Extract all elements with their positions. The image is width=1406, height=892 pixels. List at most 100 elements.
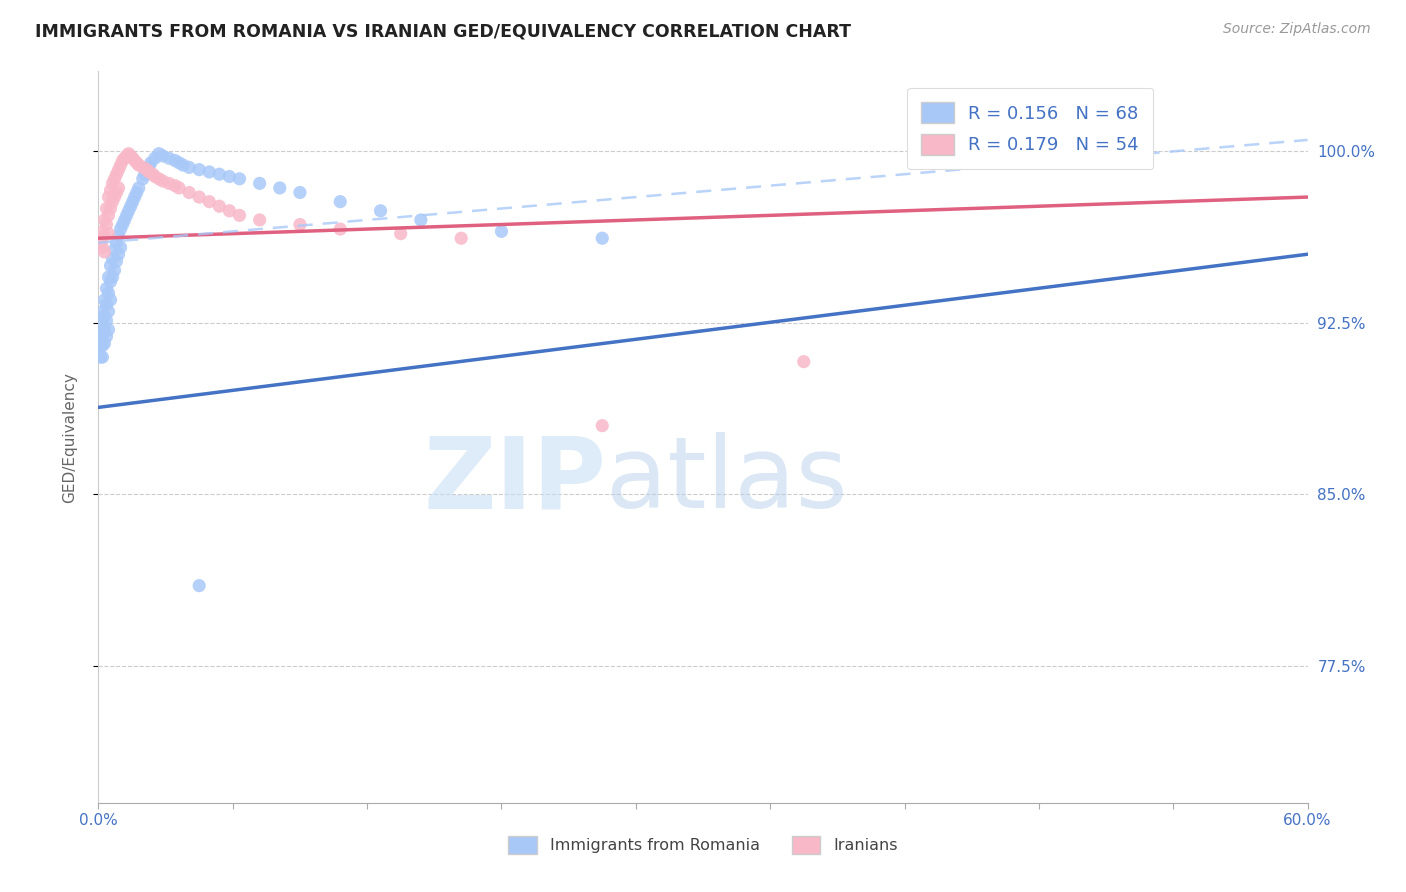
Point (389, 227, 412, 241)
Point (107, 247, 129, 261)
Point (208, 199, 231, 213)
Point (101, 177, 124, 191)
Point (491, 224, 513, 238)
Point (101, 252, 124, 266)
Point (134, 167, 156, 181)
Text: IMMIGRANTS FROM ROMANIA VS IRANIAN GED/EQUIVALENCY CORRELATION CHART: IMMIGRANTS FROM ROMANIA VS IRANIAN GED/E… (35, 22, 851, 40)
Point (107, 162, 129, 177)
Point (167, 155, 190, 169)
Point (288, 186, 311, 200)
Point (157, 151, 180, 165)
Point (329, 222, 352, 236)
Point (249, 177, 271, 191)
Point (120, 199, 142, 213)
Point (93, 228, 115, 243)
Point (208, 167, 231, 181)
Point (101, 270, 124, 285)
Point (143, 151, 166, 165)
Point (105, 186, 128, 200)
Point (100, 275, 122, 289)
Point (118, 146, 141, 161)
Point (139, 155, 162, 169)
Point (288, 218, 311, 232)
Point (218, 203, 240, 218)
Point (329, 194, 352, 209)
Point (97, 190, 120, 204)
Point (100, 183, 122, 197)
Point (188, 190, 211, 204)
Point (105, 235, 128, 250)
Point (188, 162, 211, 177)
Point (228, 208, 250, 222)
Point (135, 162, 157, 177)
Point (110, 158, 132, 172)
Point (91, 327, 114, 342)
Point (91, 338, 114, 352)
Point (97, 208, 120, 222)
Point (103, 190, 125, 204)
Point (89, 350, 111, 364)
Legend: Immigrants from Romania, Iranians: Immigrants from Romania, Iranians (502, 830, 904, 861)
Point (100, 293, 122, 307)
Point (591, 418, 613, 433)
Point (228, 171, 250, 186)
Point (198, 194, 221, 209)
Point (103, 171, 125, 186)
Point (105, 254, 128, 268)
Point (100, 202, 122, 216)
Point (91, 304, 114, 318)
Text: Source: ZipAtlas.com: Source: ZipAtlas.com (1223, 22, 1371, 37)
Point (793, 354, 815, 368)
Point (591, 231, 613, 245)
Point (138, 165, 160, 179)
Point (115, 208, 138, 222)
Point (107, 181, 129, 195)
Point (97, 304, 120, 318)
Point (125, 186, 148, 200)
Point (96, 218, 118, 232)
Point (91, 224, 114, 238)
Point (128, 181, 150, 195)
Point (114, 213, 136, 227)
Point (97, 323, 120, 337)
Point (121, 194, 143, 209)
Point (152, 174, 174, 188)
Point (163, 153, 186, 168)
Point (120, 149, 142, 163)
Point (96, 202, 118, 216)
Text: ZIP: ZIP (423, 433, 606, 530)
Point (91, 316, 114, 330)
Point (100, 259, 122, 273)
Point (111, 218, 134, 232)
Point (96, 313, 118, 327)
Point (93, 213, 115, 227)
Point (179, 186, 201, 200)
Point (107, 228, 129, 243)
Point (148, 146, 170, 161)
Point (409, 213, 432, 227)
Point (132, 171, 155, 186)
Point (101, 194, 124, 209)
Point (188, 579, 211, 593)
Point (124, 190, 146, 204)
Point (269, 181, 291, 195)
Point (91, 350, 114, 364)
Point (138, 161, 160, 175)
Point (152, 149, 174, 163)
Point (132, 161, 155, 175)
Text: atlas: atlas (606, 433, 848, 530)
Point (198, 165, 221, 179)
Point (96, 329, 118, 343)
Point (118, 203, 141, 218)
Y-axis label: GED/Equivalency: GED/Equivalency (63, 372, 77, 502)
Point (450, 231, 472, 245)
Point (128, 158, 150, 172)
Point (172, 158, 194, 172)
Point (96, 297, 118, 311)
Point (89, 327, 111, 342)
Point (97, 286, 120, 301)
Point (97, 227, 120, 241)
Point (111, 153, 134, 168)
Point (125, 155, 148, 169)
Point (163, 178, 186, 193)
